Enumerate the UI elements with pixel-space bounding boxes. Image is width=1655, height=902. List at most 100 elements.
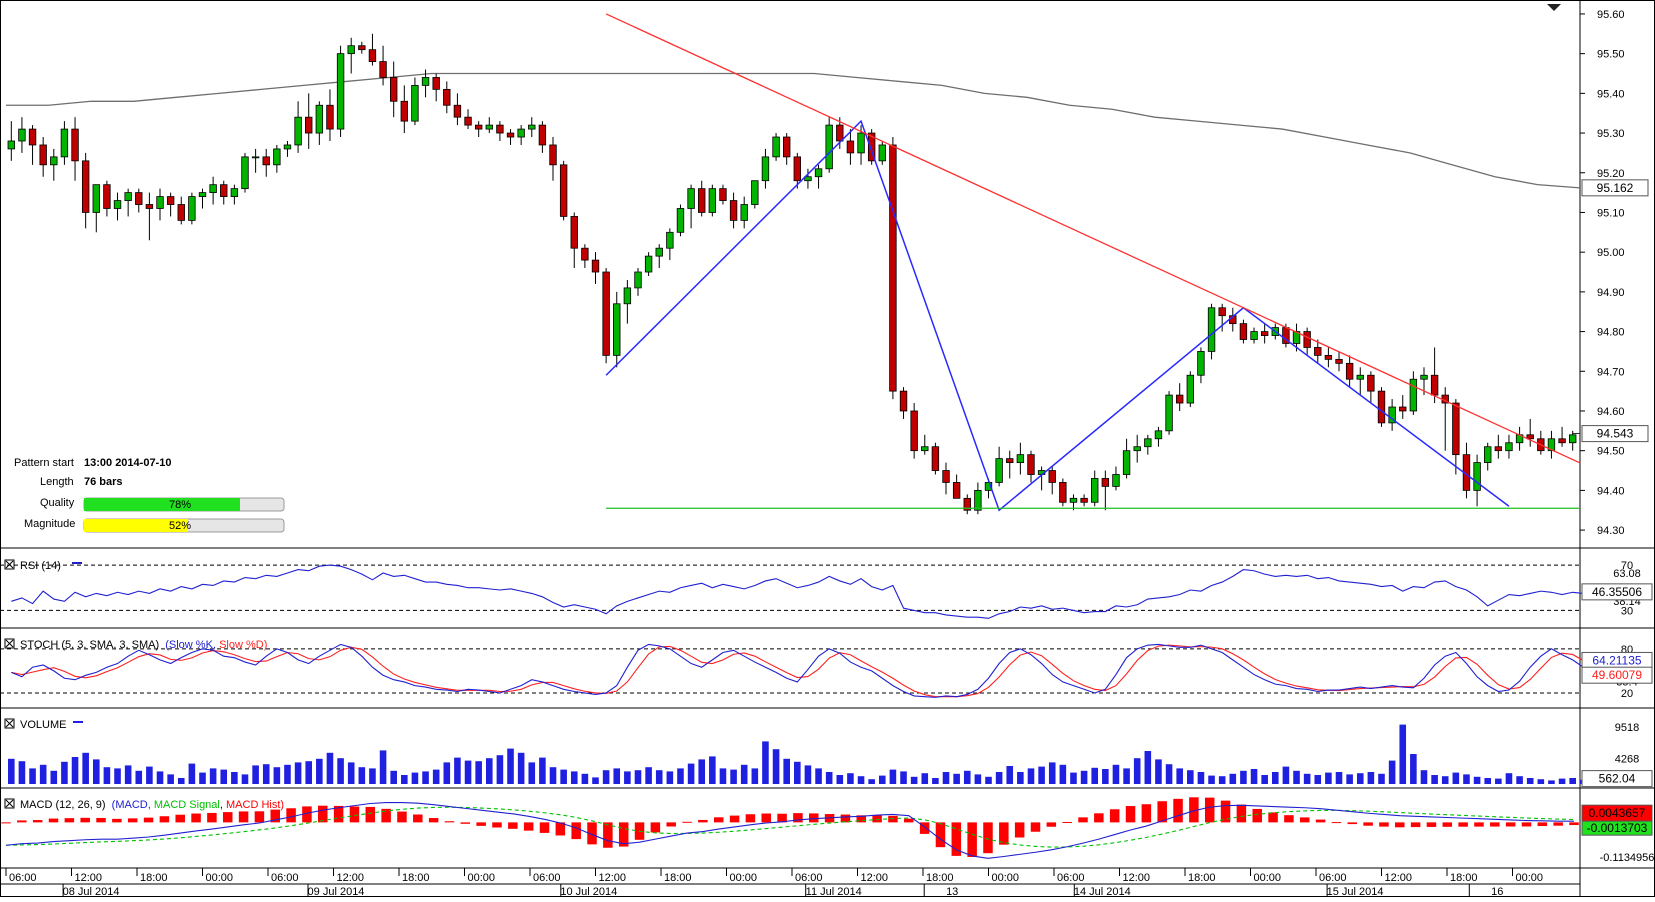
- volume-bar: [1027, 768, 1035, 784]
- candle-body: [464, 116, 472, 126]
- candle: [793, 152, 802, 189]
- candle: [1547, 430, 1556, 459]
- candle-body: [496, 124, 504, 134]
- volume-axis-labels: 9518 4268 562.04: [1581, 722, 1653, 788]
- stoch-title: STOCH (5, 3, SMA, 3, SMA) (Slow %K, Slow…: [20, 639, 267, 651]
- price-tick-label: 94.70: [1597, 366, 1625, 378]
- candle: [1473, 454, 1481, 507]
- candle-body: [846, 140, 855, 154]
- candle-body: [156, 196, 164, 209]
- macd-hist-bar: [381, 808, 391, 823]
- candle: [474, 121, 483, 138]
- candle-body: [655, 247, 663, 257]
- volume-bar: [602, 770, 610, 784]
- macd-hist-bar: [96, 817, 106, 823]
- volume-bar: [687, 763, 695, 784]
- volume-bar: [262, 764, 270, 784]
- price-tick-label: 95.40: [1597, 88, 1625, 100]
- volume-bar: [82, 752, 89, 784]
- pattern-info: Pattern start 13:00 2014-07-10 Length 76…: [14, 457, 285, 533]
- price-tick-label: 95.30: [1597, 128, 1625, 140]
- time-tick-label: 18:00: [140, 872, 168, 884]
- candle-body: [485, 124, 493, 130]
- candle: [220, 180, 228, 205]
- stoch-d-series: [11, 644, 1616, 698]
- stochastic-panel[interactable]: STOCH (5, 3, SMA, 3, SMA) (Slow %K, Slow…: [0, 638, 1653, 700]
- macd-panel[interactable]: MACD (12, 26, 9) (MACD, MACD Signal, MAC…: [1, 797, 1654, 864]
- time-tick-label: 06:00: [1319, 872, 1347, 884]
- volume-close-icon[interactable]: [4, 718, 15, 729]
- volume-bar: [241, 774, 249, 784]
- macd-hist-bar: [397, 811, 407, 823]
- candle: [634, 268, 642, 296]
- time-tick-label: 06:00: [795, 872, 823, 884]
- candle-body: [528, 124, 536, 130]
- stoch-close-icon[interactable]: [4, 638, 15, 649]
- candle-body: [666, 231, 674, 249]
- macd-hist-bar: [777, 813, 787, 823]
- chart-menu-icon[interactable]: [1547, 4, 1561, 11]
- macd-close-icon[interactable]: [4, 798, 15, 809]
- volume-bar: [1484, 778, 1492, 784]
- time-tick-label: 12:00: [1123, 872, 1151, 884]
- candle: [241, 152, 249, 193]
- candle-body: [825, 124, 833, 170]
- volume-bar: [1229, 773, 1237, 784]
- volume-bar: [1367, 772, 1375, 784]
- candle-body: [39, 144, 47, 166]
- macd-hist-bar: [761, 813, 771, 823]
- candle: [1016, 442, 1025, 475]
- candle: [188, 192, 196, 225]
- candle: [591, 252, 600, 284]
- candle-body: [1367, 374, 1375, 392]
- time-tick-label: 18:00: [664, 872, 692, 884]
- candle: [581, 244, 589, 269]
- candle-body: [60, 128, 69, 158]
- macd-hist-bar: [270, 809, 281, 823]
- candle-body: [1069, 497, 1078, 503]
- candle-body: [857, 132, 865, 154]
- macd-hist-bar: [919, 822, 930, 834]
- rsi-series: [11, 564, 1595, 619]
- stoch-k-value: 64.21135: [1592, 653, 1641, 667]
- candle-body: [1260, 331, 1269, 336]
- time-tick-label: 00:00: [730, 872, 758, 884]
- candle-body: [145, 204, 154, 209]
- rsi-close-icon[interactable]: [4, 559, 15, 570]
- candle-body: [368, 49, 377, 62]
- candle: [538, 121, 547, 153]
- volume-bar: [1431, 775, 1438, 784]
- macd-hist-bar: [539, 822, 550, 833]
- macd-signal-label: -0.0013703: [1587, 821, 1648, 835]
- volume-bar: [1452, 772, 1460, 784]
- macd-tick-label: -0.1134956: [1600, 852, 1655, 864]
- volume-panel[interactable]: VOLUME 9518 4268 562.04: [4, 718, 1653, 788]
- candle-body: [782, 136, 791, 158]
- volume-bar: [517, 752, 525, 784]
- macd-hist-bar: [888, 815, 898, 823]
- rsi-levels: [0, 564, 1580, 611]
- candle: [644, 252, 653, 276]
- macd-hist-bar: [1331, 822, 1342, 824]
- macd-hist-bar: [444, 821, 455, 823]
- volume-bar: [634, 770, 642, 784]
- volume-bar: [124, 765, 132, 784]
- candle: [836, 117, 844, 149]
- candle-body: [92, 184, 100, 213]
- candle-body: [1175, 394, 1184, 404]
- candle-body: [602, 271, 610, 356]
- time-tick-label: 06:00: [1057, 872, 1085, 884]
- time-tick-label: 06:00: [9, 872, 37, 884]
- candle: [443, 81, 451, 114]
- candle: [687, 184, 695, 229]
- volume-bar: [900, 771, 907, 784]
- candle: [963, 494, 971, 515]
- candle: [1080, 494, 1088, 507]
- macd-hist-bar: [729, 815, 740, 823]
- moving-average-line: [6, 72, 1581, 189]
- candle-body: [581, 247, 589, 261]
- candle: [368, 33, 377, 66]
- price-panel[interactable]: 95.60 95.50 95.40 95.30 95.20 95.10 95.00 94.90…: [6, 4, 1649, 537]
